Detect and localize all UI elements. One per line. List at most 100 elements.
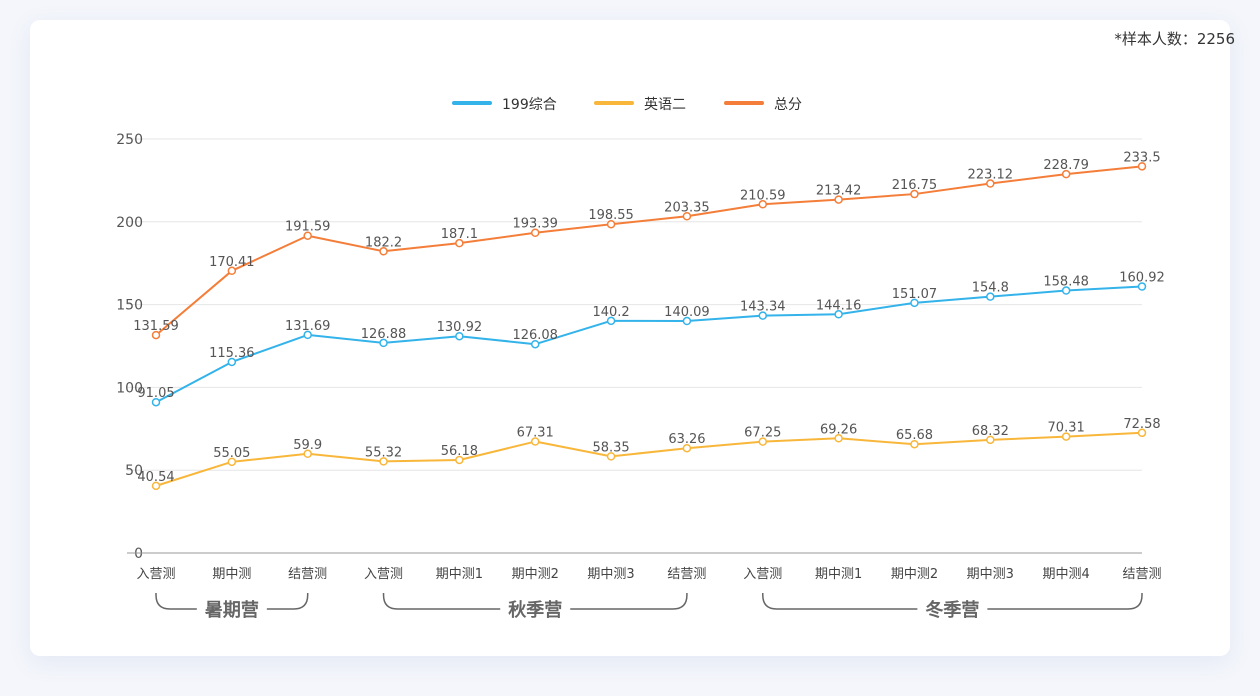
data-point[interactable] [682, 316, 692, 326]
x-tick-label: 期中测2 [512, 567, 559, 582]
x-tick-label: 入营测 [364, 567, 403, 582]
data-point[interactable] [151, 481, 161, 491]
data-label: 131.69 [285, 319, 331, 334]
data-label: 59.9 [293, 438, 322, 453]
data-point[interactable] [606, 452, 616, 461]
data-point[interactable] [758, 311, 768, 320]
data-point[interactable] [227, 457, 237, 467]
x-tick-label: 结营测 [1122, 567, 1161, 582]
camp-groups: 暑期营 秋季营 冬季营 [155, 593, 1143, 621]
legend-swatch[interactable] [452, 101, 492, 105]
data-point[interactable] [530, 228, 540, 237]
data-point[interactable] [758, 437, 768, 446]
y-tick-label: 50 [125, 463, 143, 479]
x-tick-label: 期中测1 [815, 567, 862, 582]
data-label: 154.8 [972, 281, 1009, 296]
data-point[interactable] [682, 212, 692, 221]
data-point[interactable] [834, 434, 843, 443]
data-label: 223.12 [968, 168, 1014, 183]
data-label: 126.08 [512, 328, 558, 343]
data-point[interactable] [227, 357, 237, 367]
data-label: 213.42 [816, 184, 862, 199]
data-point[interactable] [1137, 282, 1147, 291]
data-labels: 91.05 115.36 131.69 126.88 130.92 126.08 140.2… [133, 150, 1165, 485]
data-label: 130.92 [437, 320, 483, 335]
data-point[interactable] [530, 339, 540, 349]
data-label: 228.79 [1043, 158, 1089, 173]
data-label: 160.92 [1119, 271, 1165, 286]
data-point[interactable] [379, 247, 388, 256]
x-tick-label: 期中测 [212, 567, 251, 582]
data-point[interactable] [151, 397, 161, 407]
series-lines [155, 165, 1143, 487]
y-tick-label: 0 [134, 546, 143, 562]
data-point[interactable] [151, 330, 161, 340]
y-tick-label: 150 [116, 298, 143, 314]
x-tick-label: 结营测 [288, 567, 327, 582]
axes: 0 50 100 150 200 250 入营测 期中测 结营测 入营测 期中测1 期中测2 期中测3 结… [116, 132, 1161, 582]
x-tick-label: 期中测2 [891, 567, 938, 582]
data-point[interactable] [455, 238, 464, 248]
data-label: 72.58 [1123, 417, 1160, 432]
data-point[interactable] [379, 338, 388, 348]
data-point[interactable] [303, 449, 312, 459]
data-point[interactable] [910, 439, 919, 449]
data-label: 56.18 [441, 444, 478, 459]
data-point[interactable] [910, 298, 919, 308]
legend-label[interactable]: 英语二 [644, 96, 686, 113]
series-line [155, 431, 1143, 487]
data-label: 191.59 [285, 220, 331, 235]
legend: 199综合 英语二 总分 [452, 96, 802, 113]
data-point[interactable] [682, 443, 692, 453]
data-point[interactable] [1061, 169, 1071, 179]
data-point[interactable] [227, 266, 237, 276]
data-label: 193.39 [512, 217, 558, 232]
legend-swatch[interactable] [724, 101, 764, 105]
data-point[interactable] [986, 292, 995, 301]
data-label: 63.26 [668, 432, 705, 447]
data-point[interactable] [606, 316, 616, 326]
data-label: 68.32 [972, 424, 1009, 439]
data-label: 187.1 [441, 227, 478, 242]
legend-label[interactable]: 总分 [774, 97, 802, 113]
data-point[interactable] [455, 331, 464, 341]
data-label: 70.31 [1048, 421, 1085, 436]
data-point[interactable] [834, 310, 843, 319]
data-point[interactable] [379, 457, 388, 466]
data-point[interactable] [455, 455, 464, 465]
data-point[interactable] [1061, 286, 1071, 295]
data-label: 210.59 [740, 188, 786, 203]
y-tick-label: 100 [116, 380, 143, 396]
data-point[interactable] [910, 189, 919, 199]
group-label: 秋季营 [508, 599, 562, 621]
data-label: 67.25 [744, 426, 781, 441]
x-tick-label: 入营测 [743, 567, 782, 582]
data-label: 233.5 [1123, 150, 1160, 165]
data-point[interactable] [303, 231, 312, 240]
data-point[interactable] [758, 200, 768, 209]
grid-lines [127, 138, 1142, 471]
data-point[interactable] [303, 330, 312, 340]
legend-label[interactable]: 199综合 [502, 97, 557, 113]
data-point[interactable] [834, 195, 843, 204]
x-tick-label: 入营测 [136, 567, 175, 582]
data-label: 91.05 [137, 386, 174, 401]
series-line [155, 285, 1143, 404]
group-bracket [382, 593, 688, 610]
data-label: 151.07 [892, 287, 938, 302]
data-point[interactable] [1137, 428, 1147, 438]
data-point[interactable] [530, 437, 540, 446]
data-point[interactable] [1137, 162, 1147, 171]
data-point[interactable] [1061, 432, 1071, 441]
data-label: 144.16 [816, 298, 862, 313]
data-label: 69.26 [820, 422, 857, 437]
data-point[interactable] [606, 219, 616, 229]
y-tick-label: 250 [116, 132, 143, 148]
legend-swatch[interactable] [594, 101, 634, 105]
data-points [151, 162, 1147, 491]
sample-size-note: *样本人数：2256 [1114, 30, 1235, 48]
data-point[interactable] [986, 435, 995, 445]
data-point[interactable] [986, 179, 995, 188]
group-bracket [762, 593, 1143, 610]
